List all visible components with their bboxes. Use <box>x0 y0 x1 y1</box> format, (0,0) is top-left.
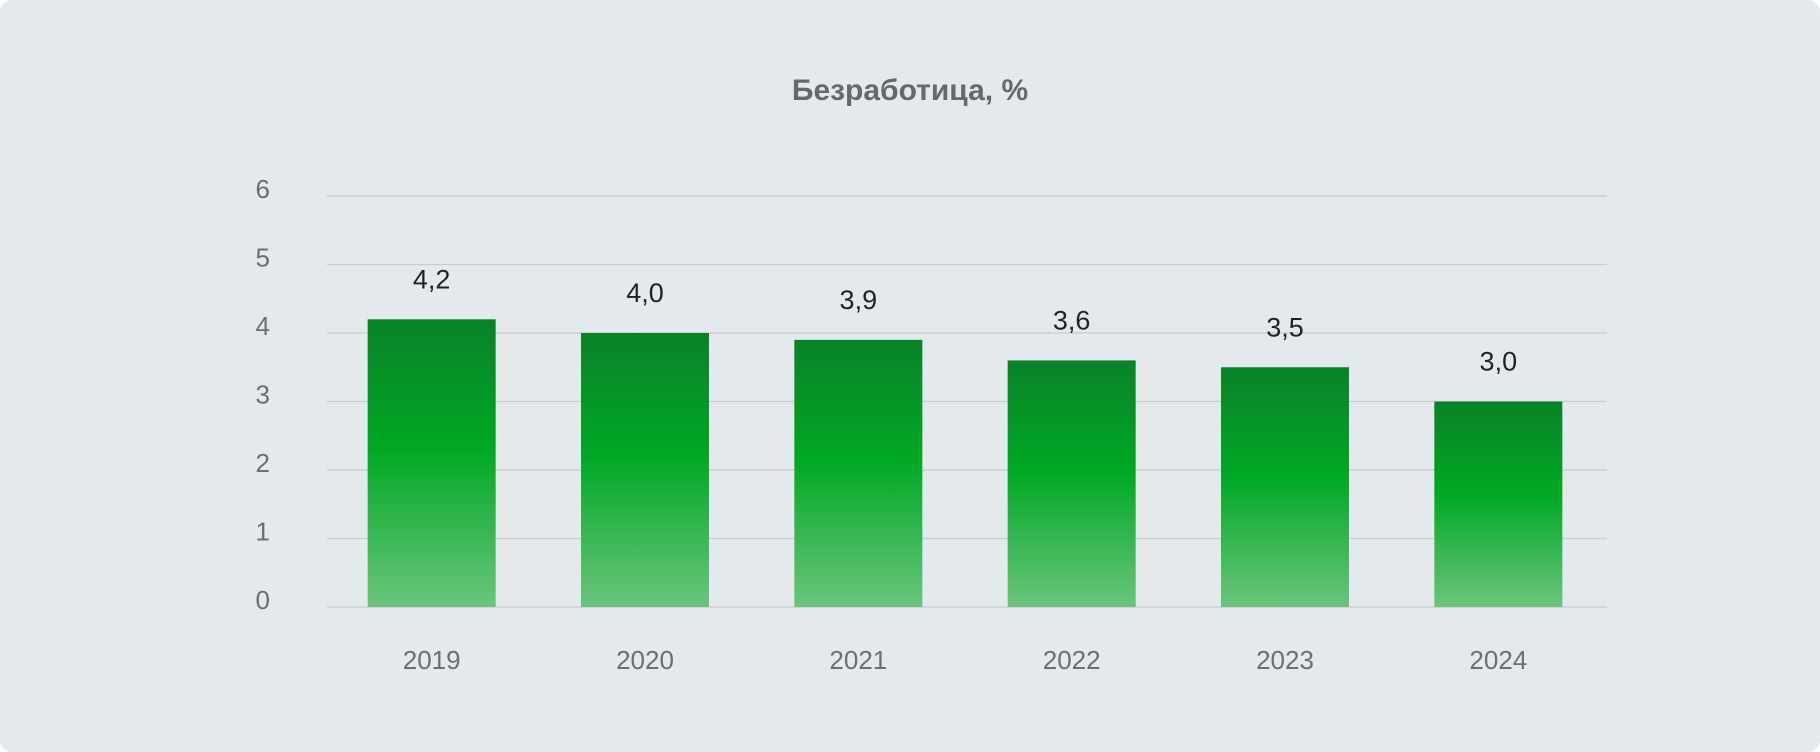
value-label: 3,5 <box>1266 312 1304 342</box>
y-tick-label: 1 <box>256 516 270 546</box>
y-tick-label: 3 <box>256 379 270 409</box>
chart-title: Безработица, % <box>792 74 1028 107</box>
value-label: 3,9 <box>840 285 878 315</box>
bar <box>1434 401 1563 607</box>
y-tick-label: 2 <box>256 448 270 478</box>
y-tick-label: 6 <box>256 174 270 204</box>
x-tick-label: 2021 <box>829 645 887 675</box>
bar <box>1221 367 1349 607</box>
value-label: 3,6 <box>1053 306 1091 336</box>
x-tick-label: 2024 <box>1469 645 1527 675</box>
x-tick-label: 2023 <box>1256 645 1314 675</box>
y-tick-label: 5 <box>256 242 270 272</box>
value-label: 3,0 <box>1480 347 1518 377</box>
x-tick-label: 2019 <box>403 645 461 675</box>
value-label: 4,0 <box>626 278 664 308</box>
y-tick-label: 4 <box>256 311 270 341</box>
x-tick-label: 2022 <box>1043 645 1101 675</box>
bar <box>1007 360 1136 607</box>
y-tick-label: 0 <box>256 585 270 615</box>
x-tick-label: 2020 <box>616 645 674 675</box>
bar <box>581 333 709 607</box>
value-label: 4,2 <box>413 264 451 294</box>
bar <box>794 339 923 607</box>
bar <box>367 319 496 607</box>
